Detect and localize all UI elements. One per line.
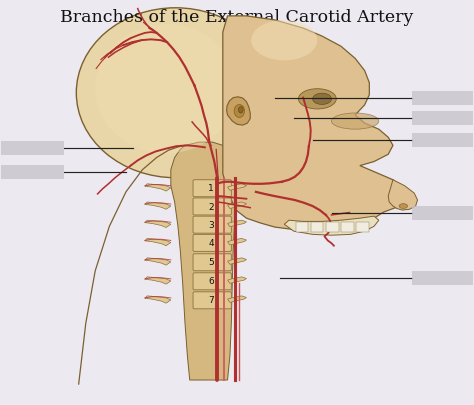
FancyBboxPatch shape xyxy=(193,292,231,309)
FancyBboxPatch shape xyxy=(193,180,231,197)
FancyBboxPatch shape xyxy=(326,222,338,232)
FancyBboxPatch shape xyxy=(0,142,64,156)
Polygon shape xyxy=(145,296,171,303)
Polygon shape xyxy=(145,277,171,284)
Polygon shape xyxy=(223,17,407,231)
Text: 4: 4 xyxy=(208,239,214,247)
Ellipse shape xyxy=(399,204,408,209)
FancyBboxPatch shape xyxy=(341,222,354,232)
Ellipse shape xyxy=(95,25,237,154)
FancyBboxPatch shape xyxy=(311,222,323,232)
Ellipse shape xyxy=(331,114,379,130)
Ellipse shape xyxy=(251,21,318,61)
Text: 2: 2 xyxy=(208,202,214,211)
Ellipse shape xyxy=(76,9,275,178)
Text: 6: 6 xyxy=(208,277,214,286)
Polygon shape xyxy=(227,98,250,126)
FancyBboxPatch shape xyxy=(193,254,231,271)
Polygon shape xyxy=(284,217,379,236)
Text: 5: 5 xyxy=(208,258,214,267)
Polygon shape xyxy=(228,184,246,191)
FancyBboxPatch shape xyxy=(193,273,231,290)
Text: 7: 7 xyxy=(208,296,214,305)
Polygon shape xyxy=(171,143,237,380)
Ellipse shape xyxy=(299,90,336,110)
Text: 1: 1 xyxy=(208,184,214,193)
FancyBboxPatch shape xyxy=(412,134,474,148)
Polygon shape xyxy=(145,239,171,246)
Ellipse shape xyxy=(234,105,245,118)
Polygon shape xyxy=(145,258,171,265)
FancyBboxPatch shape xyxy=(412,207,474,221)
FancyBboxPatch shape xyxy=(193,217,231,234)
Polygon shape xyxy=(145,202,171,210)
Polygon shape xyxy=(228,277,246,284)
FancyBboxPatch shape xyxy=(296,222,309,232)
FancyBboxPatch shape xyxy=(0,165,64,179)
FancyBboxPatch shape xyxy=(412,112,474,126)
Ellipse shape xyxy=(238,107,243,114)
Polygon shape xyxy=(228,258,246,264)
Polygon shape xyxy=(228,296,246,303)
FancyBboxPatch shape xyxy=(193,198,231,215)
FancyBboxPatch shape xyxy=(193,235,231,252)
Text: 3: 3 xyxy=(208,220,214,229)
Polygon shape xyxy=(228,221,246,227)
Ellipse shape xyxy=(313,94,331,105)
Text: Branches of the External Carotid Artery: Branches of the External Carotid Artery xyxy=(60,9,414,26)
Polygon shape xyxy=(145,221,171,228)
Polygon shape xyxy=(228,239,246,245)
Polygon shape xyxy=(228,202,246,209)
FancyBboxPatch shape xyxy=(412,271,474,285)
FancyBboxPatch shape xyxy=(412,92,474,106)
FancyBboxPatch shape xyxy=(356,222,369,232)
Polygon shape xyxy=(145,184,171,192)
Polygon shape xyxy=(388,180,418,211)
